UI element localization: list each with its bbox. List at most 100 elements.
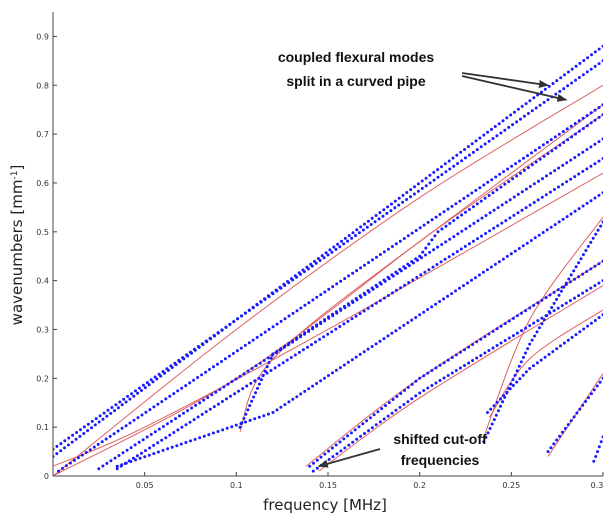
dot-point-2-88 bbox=[406, 234, 410, 238]
dot-point-9-28 bbox=[542, 318, 546, 322]
dot-point-4-119 bbox=[597, 159, 601, 163]
dot-point-8-13 bbox=[263, 369, 267, 373]
dot-point-10-4 bbox=[499, 397, 502, 401]
dot-point-11-19 bbox=[601, 376, 603, 380]
dot-series-8 bbox=[238, 113, 603, 429]
dot-point-1-3 bbox=[63, 439, 67, 443]
dot-point-2-82 bbox=[382, 250, 386, 254]
dot-point-5-113 bbox=[585, 201, 589, 205]
dot-point-9-41 bbox=[574, 265, 578, 269]
dot-point-2-31 bbox=[180, 386, 184, 390]
dot-point-4-93 bbox=[492, 226, 496, 230]
dot-point-1-44 bbox=[224, 325, 228, 329]
dot-point-0-115 bbox=[493, 125, 497, 128]
dot-point-1-63 bbox=[299, 272, 302, 276]
dot-point-7-0 bbox=[311, 469, 315, 473]
dot-point-4-30 bbox=[237, 389, 241, 393]
dot-point-2-109 bbox=[490, 178, 494, 182]
dot-point-3-32 bbox=[226, 382, 230, 386]
dot-point-7-22 bbox=[398, 405, 402, 409]
dot-point-6-28 bbox=[414, 379, 418, 383]
dot-point-3-38 bbox=[250, 366, 254, 370]
dot-point-9-18 bbox=[519, 360, 523, 364]
dot-series-5 bbox=[115, 191, 603, 468]
dot-point-8-90 bbox=[554, 146, 558, 150]
dot-point-6-35 bbox=[442, 361, 446, 365]
dot-point-2-13 bbox=[108, 434, 112, 438]
dot-point-2-129 bbox=[569, 124, 573, 128]
dot-point-5-64 bbox=[390, 331, 394, 335]
dot-point-1-70 bbox=[326, 253, 330, 257]
dot-point-0-77 bbox=[347, 234, 351, 237]
dot-point-12-0 bbox=[592, 459, 596, 463]
dot-point-2-17 bbox=[124, 424, 128, 428]
dot-point-7-41 bbox=[475, 356, 479, 360]
dot-point-5-66 bbox=[398, 326, 402, 330]
dot-point-4-29 bbox=[233, 392, 237, 396]
dot-point-6-73 bbox=[597, 262, 601, 266]
dot-point-7-18 bbox=[382, 417, 386, 421]
dot-point-3-24 bbox=[194, 403, 198, 407]
dot-point-0-97 bbox=[424, 176, 428, 180]
dot-point-6-36 bbox=[446, 358, 450, 362]
dot-point-2-111 bbox=[498, 172, 502, 176]
dot-point-4-9 bbox=[152, 443, 156, 447]
dot-series-7 bbox=[311, 279, 603, 473]
dot-point-7-32 bbox=[438, 379, 442, 382]
dot-point-0-100 bbox=[436, 168, 440, 172]
dot-point-1-51 bbox=[251, 306, 255, 310]
dot-point-2-27 bbox=[164, 397, 168, 401]
dot-point-4-55 bbox=[338, 325, 342, 328]
dot-point-0-113 bbox=[486, 130, 490, 134]
dot-point-1-77 bbox=[354, 234, 357, 238]
dot-point-8-15 bbox=[267, 361, 271, 364]
dot-point-4-23 bbox=[208, 407, 212, 411]
dot-point-3-22 bbox=[186, 409, 190, 413]
dot-point-0-87 bbox=[386, 205, 390, 209]
dot-point-0-71 bbox=[324, 251, 328, 255]
dot-point-6-72 bbox=[593, 264, 597, 268]
dot-point-8-74 bbox=[491, 191, 495, 195]
dot-point-8-87 bbox=[542, 154, 546, 158]
dot-point-0-137 bbox=[578, 61, 582, 65]
dot-point-8-35 bbox=[342, 304, 346, 308]
dot-point-8-9 bbox=[256, 386, 259, 390]
dot-point-1-19 bbox=[126, 394, 130, 398]
dot-point-4-110 bbox=[561, 182, 564, 186]
dot-point-2-113 bbox=[506, 167, 510, 171]
dot-point-5-28 bbox=[244, 420, 247, 424]
dot-point-4-108 bbox=[552, 188, 556, 191]
dot-point-1-12 bbox=[98, 414, 102, 418]
dot-point-9-39 bbox=[569, 273, 573, 277]
dot-point-3-14 bbox=[153, 430, 157, 434]
dot-point-1-100 bbox=[444, 170, 448, 174]
dot-point-7-30 bbox=[430, 384, 434, 387]
dot-point-8-22 bbox=[291, 339, 295, 343]
dot-point-7-70 bbox=[593, 284, 597, 288]
dot-point-0-138 bbox=[582, 59, 586, 62]
dot-point-1-105 bbox=[464, 156, 467, 160]
dot-point-1-126 bbox=[546, 98, 550, 102]
dot-point-1-119 bbox=[519, 117, 522, 121]
dot-point-1-81 bbox=[369, 223, 373, 226]
dot-point-2-23 bbox=[148, 408, 152, 412]
dot-point-2-11 bbox=[100, 440, 104, 444]
dot-point-8-18 bbox=[275, 349, 279, 353]
dot-point-2-68 bbox=[327, 287, 331, 291]
dot-point-4-58 bbox=[350, 317, 354, 321]
dot-point-7-68 bbox=[585, 289, 589, 293]
dot-point-0-13 bbox=[101, 417, 105, 421]
dot-point-5-32 bbox=[262, 414, 266, 418]
dot-point-8-70 bbox=[475, 202, 479, 206]
dot-point-1-10 bbox=[90, 419, 94, 423]
dot-point-8-20 bbox=[283, 344, 287, 348]
dot-point-7-37 bbox=[458, 366, 462, 370]
dot-point-2-102 bbox=[462, 196, 466, 200]
dot-point-1-34 bbox=[185, 353, 189, 357]
dot-point-1-58 bbox=[279, 286, 283, 290]
dot-point-4-39 bbox=[273, 366, 277, 370]
dot-point-8-54 bbox=[418, 254, 422, 258]
dot-point-9-4 bbox=[490, 422, 494, 426]
dot-point-4-6 bbox=[140, 451, 143, 455]
dot-point-0-27 bbox=[155, 377, 159, 381]
